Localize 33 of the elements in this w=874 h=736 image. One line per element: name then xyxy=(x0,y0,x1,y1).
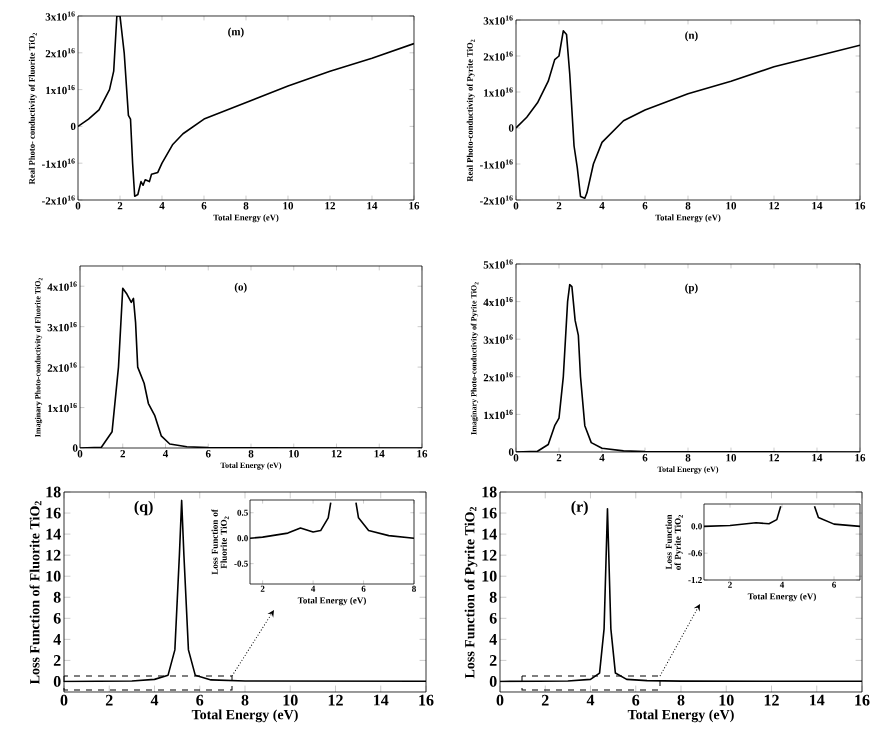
x-tick-label: 6 xyxy=(196,694,204,706)
x-tick-label: 14 xyxy=(374,694,389,706)
x-tick-label: 4 xyxy=(150,694,159,706)
y-tick-label: 12 xyxy=(46,549,61,561)
x-tick-label: 10 xyxy=(719,694,734,706)
y-tick-label: 16 xyxy=(46,507,61,519)
x-tick-label: 16 xyxy=(419,694,434,706)
y-tick-label: 16 xyxy=(482,507,497,519)
x-tick-label: 12 xyxy=(328,694,343,706)
x-tick-label: 16 xyxy=(855,694,870,706)
y-tick-label: 12 xyxy=(482,549,497,561)
y-tick-label: 0 xyxy=(489,676,497,687)
x-tick-label: 2 xyxy=(105,694,113,706)
y-tick-label: 6 xyxy=(53,612,61,624)
y-tick-label: 4 xyxy=(53,634,61,645)
y-tick-label: 0 xyxy=(53,676,61,687)
y-tick-label: 18 xyxy=(482,486,497,498)
y-tick-label: 2 xyxy=(489,655,497,666)
x-tick-label: 12 xyxy=(764,694,779,706)
x-tick-label: 8 xyxy=(677,694,685,706)
y-tick-label: 14 xyxy=(46,528,61,540)
annotation: (r) xyxy=(571,500,588,516)
y-tick-label: 6 xyxy=(489,612,497,624)
x-tick-label: 6 xyxy=(632,694,640,706)
x-tick-label: 14 xyxy=(810,694,825,706)
y-tick-label: 14 xyxy=(482,528,497,540)
x-tick-label: 4 xyxy=(586,694,595,706)
annotation: (q) xyxy=(134,500,153,516)
y-tick-label: 2 xyxy=(53,655,61,666)
x-tick-label: 2 xyxy=(541,694,549,706)
y-tick-label: 18 xyxy=(46,486,61,498)
x-tick-label: 10 xyxy=(283,694,298,706)
y-tick-label: 4 xyxy=(489,634,497,645)
